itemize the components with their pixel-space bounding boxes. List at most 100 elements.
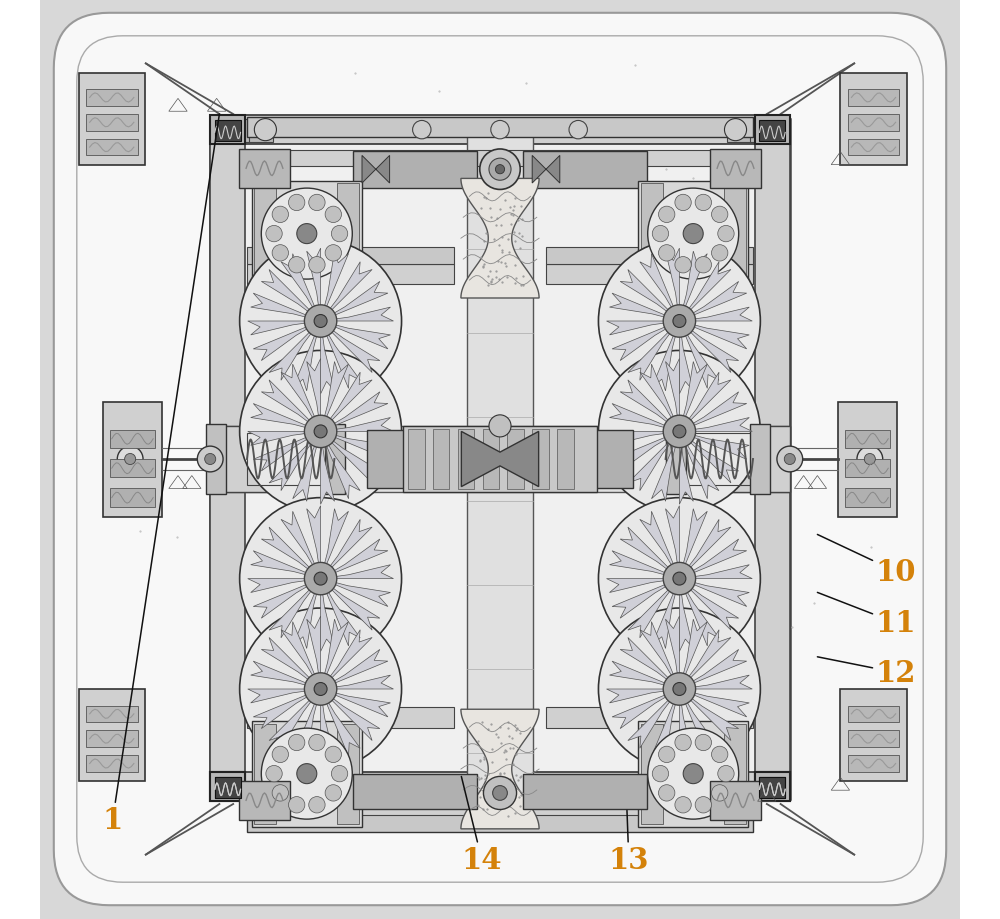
Bar: [848, 140, 899, 156]
Circle shape: [659, 746, 675, 763]
Bar: [710, 150, 761, 188]
Bar: [210, 119, 790, 800]
Polygon shape: [321, 565, 393, 579]
Bar: [206, 425, 226, 494]
Polygon shape: [269, 322, 321, 380]
Bar: [408, 429, 425, 490]
Polygon shape: [679, 630, 731, 689]
Polygon shape: [628, 689, 679, 748]
Bar: [210, 116, 790, 145]
Bar: [403, 426, 597, 493]
Polygon shape: [251, 551, 321, 579]
Circle shape: [266, 226, 282, 243]
Polygon shape: [281, 255, 321, 322]
Bar: [249, 119, 273, 142]
Circle shape: [117, 447, 143, 472]
Bar: [592, 430, 633, 489]
Polygon shape: [461, 709, 539, 829]
Polygon shape: [321, 539, 388, 579]
Circle shape: [261, 729, 352, 819]
Bar: [848, 115, 899, 131]
Polygon shape: [607, 579, 679, 593]
Polygon shape: [532, 156, 560, 184]
Circle shape: [272, 207, 288, 223]
Circle shape: [864, 454, 875, 465]
Circle shape: [659, 245, 675, 262]
Bar: [845, 460, 890, 478]
Polygon shape: [679, 579, 693, 652]
Polygon shape: [269, 689, 321, 748]
Polygon shape: [679, 362, 707, 432]
Bar: [507, 429, 524, 490]
Bar: [848, 731, 899, 747]
Polygon shape: [679, 650, 747, 689]
Bar: [210, 426, 790, 493]
Circle shape: [325, 207, 341, 223]
Circle shape: [483, 777, 517, 810]
Circle shape: [413, 121, 431, 140]
Bar: [86, 706, 138, 722]
Circle shape: [598, 241, 760, 403]
Bar: [840, 74, 907, 165]
Polygon shape: [321, 322, 390, 349]
Bar: [247, 248, 454, 265]
Polygon shape: [321, 392, 388, 432]
Circle shape: [240, 498, 402, 660]
Polygon shape: [261, 528, 321, 579]
Circle shape: [314, 425, 327, 438]
Bar: [325, 425, 345, 494]
Bar: [710, 781, 761, 820]
Bar: [254, 724, 276, 823]
Polygon shape: [679, 619, 707, 689]
Bar: [247, 799, 753, 815]
Circle shape: [272, 785, 288, 801]
Bar: [110, 430, 155, 448]
Bar: [86, 115, 138, 131]
Polygon shape: [628, 579, 679, 638]
Circle shape: [712, 785, 728, 801]
Bar: [215, 777, 241, 798]
Bar: [724, 724, 746, 823]
Circle shape: [598, 351, 760, 513]
Bar: [247, 118, 753, 138]
Polygon shape: [321, 630, 372, 689]
Bar: [239, 781, 290, 820]
Circle shape: [659, 207, 675, 223]
Circle shape: [712, 207, 728, 223]
Bar: [337, 724, 359, 823]
Polygon shape: [321, 689, 380, 741]
Bar: [755, 116, 790, 145]
Bar: [210, 772, 245, 801]
Bar: [684, 426, 790, 493]
Polygon shape: [628, 322, 679, 380]
Text: 10: 10: [817, 535, 916, 586]
Circle shape: [331, 226, 348, 243]
Circle shape: [648, 189, 739, 279]
Polygon shape: [321, 520, 372, 579]
Polygon shape: [679, 322, 719, 389]
Polygon shape: [679, 689, 739, 741]
Circle shape: [495, 165, 505, 175]
Polygon shape: [321, 432, 380, 483]
Circle shape: [777, 447, 803, 472]
Circle shape: [675, 797, 691, 813]
Bar: [86, 140, 138, 156]
Circle shape: [297, 224, 317, 244]
Circle shape: [304, 415, 337, 448]
Bar: [110, 460, 155, 478]
Circle shape: [288, 734, 305, 751]
Circle shape: [240, 608, 402, 770]
Text: 12: 12: [817, 657, 916, 687]
Bar: [367, 430, 408, 489]
Bar: [523, 152, 647, 188]
Bar: [848, 706, 899, 722]
Polygon shape: [251, 404, 321, 432]
Bar: [86, 90, 138, 107]
Circle shape: [673, 315, 686, 328]
Polygon shape: [321, 282, 388, 322]
Circle shape: [314, 573, 327, 585]
Circle shape: [125, 454, 136, 465]
Polygon shape: [321, 322, 380, 373]
Bar: [641, 724, 663, 823]
Circle shape: [648, 729, 739, 819]
